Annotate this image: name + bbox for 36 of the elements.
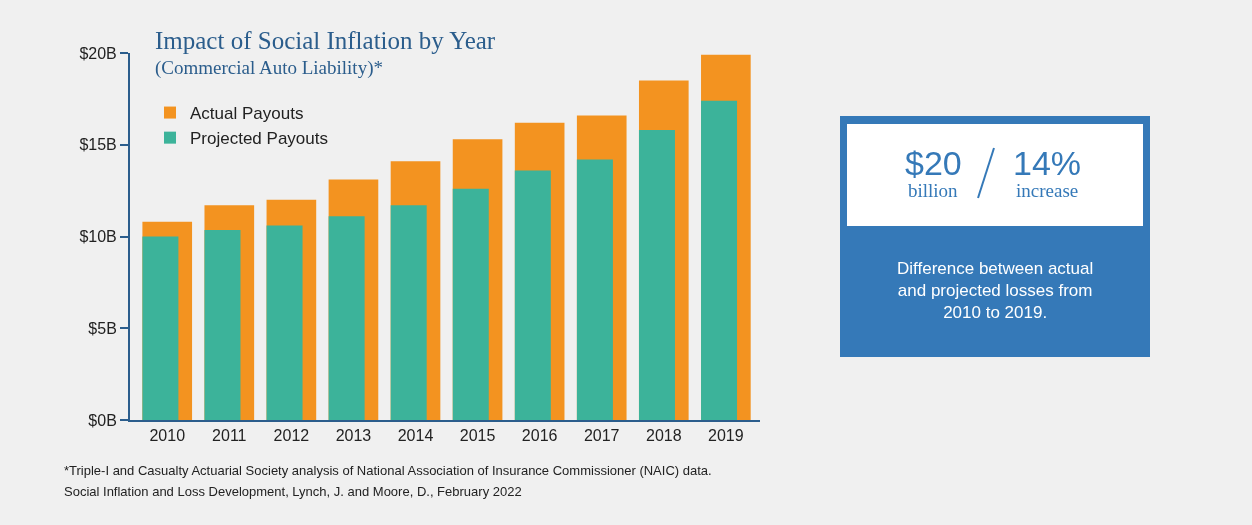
bar [701, 100, 738, 420]
x-tick-label: 2019 [708, 427, 744, 445]
y-tick-label: $5B [88, 319, 117, 337]
text: 14% [1013, 144, 1082, 182]
text: Social Inflation and Loss Development, Lynch, J. and Moore, D., February 2022 [64, 484, 522, 499]
y-tick-label: $15B [79, 136, 117, 154]
x-tick-label: 2010 [149, 427, 186, 445]
x-tick-label: 2012 [273, 427, 310, 445]
x-tick-label: 2013 [335, 427, 372, 445]
x-tick-label: 2017 [583, 427, 620, 445]
legend-label: Projected Payouts [190, 129, 328, 149]
bar [452, 188, 489, 420]
bar [514, 170, 551, 420]
x-tick-label: 2016 [521, 427, 558, 445]
bar [576, 159, 613, 420]
bar [638, 130, 675, 420]
y-tick-label: $0B [88, 411, 117, 429]
bar [142, 236, 179, 420]
text: *Triple-I and Casualty Actuarial Society analysis of National Association of Insurance Commissioner (NAIC) data. [64, 463, 712, 478]
x-tick-label: 2014 [397, 427, 434, 445]
chart-title: Impact of Social Inflation by Year [155, 27, 496, 54]
y-tick-label: $20B [79, 44, 117, 62]
bar [204, 230, 241, 420]
text: $20 [905, 144, 962, 182]
x-tick-label: 2018 [645, 427, 682, 445]
bar [328, 216, 365, 420]
y-tick-label: $10B [79, 228, 117, 246]
x-tick-label: 2011 [212, 427, 247, 445]
chart-subtitle: (Commercial Auto Liability)* [155, 57, 383, 79]
text: Difference between actual and projected losses from 2010 to 2019. [897, 259, 1094, 323]
x-tick-label: 2015 [459, 427, 496, 445]
bar [390, 205, 427, 420]
bar [266, 225, 303, 420]
text: billion [908, 180, 959, 201]
legend-label: Actual Payouts [190, 104, 304, 124]
text: increase [1016, 180, 1079, 201]
